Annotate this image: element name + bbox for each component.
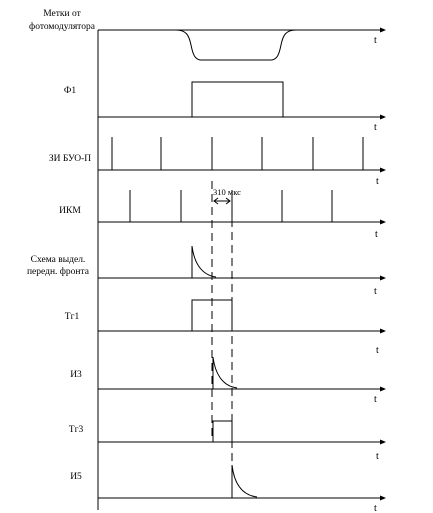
t-label-metki: t	[374, 35, 377, 46]
pulse-tg3	[212, 420, 233, 442]
arrow-tg1	[380, 328, 386, 334]
label-i3: И3	[70, 370, 82, 380]
t-label-i3: t	[374, 394, 377, 405]
label-front-line1: Схема выдел.	[31, 255, 86, 265]
arrow-front	[380, 275, 386, 281]
pulse-i5	[231, 464, 258, 498]
label-ikm: ИКМ	[59, 206, 81, 216]
label-zi-buo: ЗИ БУО-П	[49, 154, 91, 164]
label-metki-line1: Метки от	[43, 9, 81, 19]
t-label-i5: t	[374, 503, 377, 513]
arrow-f1	[380, 114, 386, 120]
arrow-i3	[380, 386, 386, 392]
arrow-zi-buo	[380, 167, 386, 173]
t-label-ikm: t	[375, 229, 378, 240]
label-f1: Ф1	[64, 86, 77, 96]
interval-arrowhead-left	[213, 197, 219, 205]
arrow-tg3	[380, 439, 386, 445]
interval-label: 310 мкс	[213, 187, 241, 197]
t-label-tg3: t	[376, 451, 379, 462]
label-tg1: Тг1	[65, 312, 80, 322]
pulse-i3	[212, 356, 238, 389]
t-label-tg1: t	[376, 345, 379, 356]
interval-arrowhead-right	[225, 197, 231, 205]
t-label-f1: t	[374, 122, 377, 133]
t-label-zi-buo: t	[376, 176, 379, 187]
label-tg3: Тг3	[69, 425, 84, 435]
arrow-i5	[380, 495, 386, 501]
label-i5: И5	[70, 472, 82, 482]
t-label-front: t	[374, 286, 377, 297]
arrow-metki	[380, 27, 386, 33]
label-front-line2: передн. фронта	[27, 266, 90, 277]
pulse-f1	[191, 81, 284, 117]
signal-metki	[175, 29, 297, 61]
label-metki-line2: фотомодулятора	[29, 21, 96, 32]
arrow-ikm	[380, 219, 386, 225]
